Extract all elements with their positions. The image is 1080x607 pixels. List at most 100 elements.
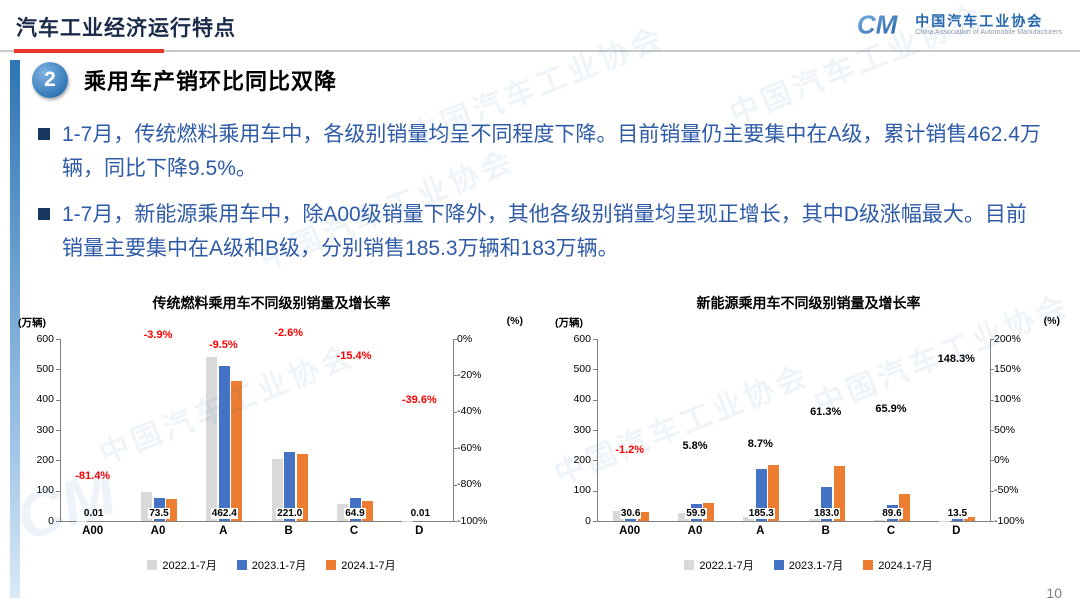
- cm-logo-icon: CM: [857, 10, 899, 40]
- legend-item: 2024.1-7月: [326, 557, 396, 573]
- bar: [743, 517, 755, 521]
- bar: [337, 504, 348, 521]
- legend-swatch-icon: [326, 560, 337, 570]
- legend-swatch-icon: [147, 560, 158, 570]
- logo-org-name-cn: 中国汽车工业协会: [915, 12, 1044, 29]
- legend-label: 2022.1-7月: [162, 560, 217, 572]
- value-label: 13.5: [946, 508, 969, 519]
- section-header: 2 乘用车产销环比同比双降: [32, 62, 337, 98]
- legend-item: 2022.1-7月: [147, 557, 217, 573]
- y-axis-tick-label: 200: [36, 453, 54, 466]
- value-label: 30.6: [619, 508, 642, 519]
- bar: [141, 492, 152, 521]
- secondary-axis-tick-mark: [990, 460, 994, 462]
- bar: [218, 366, 230, 521]
- x-axis-category-label: C: [349, 525, 359, 537]
- value-label: 0.01: [82, 508, 105, 519]
- bullet-square-icon: [38, 128, 50, 140]
- secondary-axis-tick-mark: [453, 339, 457, 340]
- section-number-badge: 2: [32, 62, 68, 98]
- y-axis-tick-label: 0: [585, 514, 591, 527]
- chart-canvas: (万辆) (%) 0.01 73.5 462.4 221.0 64.9 0.01 0 100…: [14, 313, 529, 553]
- value-label: 59.9: [685, 508, 707, 519]
- growth-rate-label: -3.9%: [143, 329, 173, 342]
- header-divider-accent: [14, 49, 164, 53]
- bar: [166, 498, 177, 521]
- bullet-text: 1-7月，传统燃料乘用车中，各级别销量均呈不同程度下降。目前销量仍主要集中在A级…: [62, 123, 1041, 181]
- secondary-axis-tick-mark: [453, 521, 457, 522]
- secondary-axis-tick-mark: [453, 411, 457, 413]
- growth-rate-label: 5.8%: [682, 439, 708, 452]
- chart-legend: 2022.1-7月 2023.1-7月 2024.1-7月: [14, 557, 529, 573]
- section-accent-bar: [10, 60, 20, 598]
- y-axis-tick-mark: [56, 399, 60, 401]
- svg-text:CM: CM: [857, 10, 899, 40]
- legend-item: 2023.1-7月: [236, 557, 306, 573]
- section-heading: 乘用车产销环比同比双降: [84, 69, 338, 94]
- secondary-axis-tick-label: 150%: [994, 362, 1021, 375]
- bar: [284, 452, 296, 521]
- bar: [821, 486, 833, 521]
- legend-swatch-icon: [773, 560, 784, 570]
- y-axis-tick-label: 500: [36, 362, 54, 375]
- y-axis-tick-mark: [56, 521, 60, 522]
- chart-title: 传统燃料乘用车不同级别销量及增长率: [152, 295, 391, 311]
- chart-canvas: (万辆) (%) 30.6 59.9 185.3 183.0 89.6 13.5 0 100…: [551, 313, 1066, 553]
- secondary-axis-tick-label: -50%: [994, 484, 1019, 497]
- secondary-axis-tick-label: 50%: [994, 423, 1016, 436]
- secondary-axis-tick-mark: [990, 399, 994, 401]
- secondary-axis-tick-label: -80%: [457, 478, 482, 491]
- x-axis-category-label: A0: [687, 525, 703, 537]
- bar: [637, 511, 649, 521]
- secondary-axis-unit-label: (%): [1043, 315, 1060, 327]
- secondary-axis-tick-label: 200%: [994, 332, 1021, 345]
- y-axis-tick-label: 300: [36, 423, 54, 436]
- legend-label: 2024.1-7月: [878, 560, 933, 572]
- y-axis-tick-mark: [56, 460, 60, 462]
- x-axis-category-label: A: [756, 525, 765, 537]
- y-axis-unit-label: (万辆): [18, 317, 46, 329]
- charts-row: 传统燃料乘用车不同级别销量及增长率 (万辆) (%) 0.01 73.5 462.4…: [14, 293, 1066, 573]
- y-axis-tick-label: 400: [36, 393, 54, 406]
- bar: [231, 380, 243, 521]
- legend-label: 2024.1-7月: [341, 560, 396, 572]
- bar: [951, 519, 963, 521]
- y-axis-tick-mark: [56, 490, 60, 492]
- y-axis-tick-mark: [593, 490, 597, 492]
- bar: [964, 516, 976, 521]
- page-title: 汽车工业经济运行特点: [16, 17, 236, 40]
- y-axis-tick-mark: [593, 339, 597, 340]
- secondary-axis-tick-label: -20%: [457, 368, 482, 381]
- bar: [296, 453, 308, 521]
- value-label: 462.4: [210, 508, 238, 519]
- y-axis-tick-mark: [593, 521, 597, 522]
- legend-swatch-icon: [236, 560, 247, 570]
- y-axis-tick-label: 200: [573, 453, 591, 466]
- x-axis-category-label: D: [952, 525, 961, 537]
- secondary-axis-tick-mark: [990, 430, 994, 431]
- x-axis-category-label: A00: [82, 525, 104, 537]
- bar: [678, 513, 689, 521]
- growth-rate-label: 61.3%: [810, 406, 842, 419]
- value-label: 221.0: [276, 508, 304, 519]
- y-axis-tick-mark: [56, 369, 60, 371]
- growth-rate-label: -39.6%: [401, 394, 437, 407]
- bar: [612, 511, 624, 521]
- y-axis-tick-label: 0: [48, 514, 54, 527]
- x-axis-category-label: A00: [619, 525, 641, 537]
- growth-rate-label: 65.9%: [875, 403, 907, 416]
- value-label: 185.3: [747, 508, 775, 519]
- bar: [703, 502, 714, 521]
- chart-new-energy: 新能源乘用车不同级别销量及增长率 (万辆) (%) 30.6 59.9 185.3 1…: [551, 293, 1066, 573]
- y-axis-tick-label: 300: [573, 423, 591, 436]
- x-axis-category-label: B: [821, 525, 830, 537]
- secondary-axis-tick-label: -40%: [457, 405, 482, 418]
- x-axis-category-label: B: [284, 525, 293, 537]
- legend-label: 2022.1-7月: [699, 560, 754, 572]
- secondary-axis-tick-mark: [453, 448, 457, 450]
- bar: [755, 469, 767, 521]
- plot-area: 30.6 59.9 185.3 183.0 89.6 13.5: [597, 339, 991, 522]
- logo-texts: 中国汽车工业协会 China Association of Automobile…: [915, 13, 1062, 37]
- bar: [899, 493, 910, 521]
- y-axis-tick-label: 400: [573, 393, 591, 406]
